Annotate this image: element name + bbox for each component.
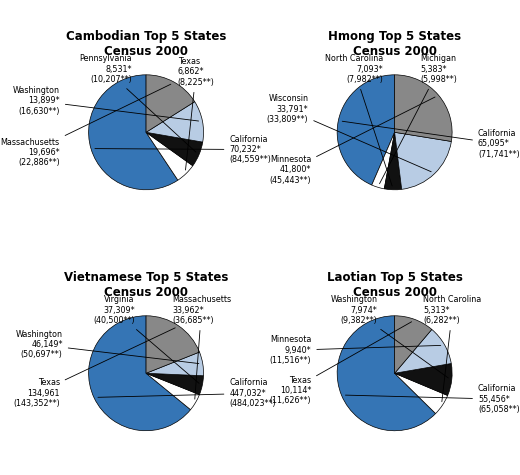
Wedge shape: [372, 133, 395, 189]
Wedge shape: [146, 133, 193, 180]
Text: Massachusetts
19,696*
(22,886**): Massachusetts 19,696* (22,886**): [1, 84, 171, 167]
Title: Laotian Top 5 States
Census 2000: Laotian Top 5 States Census 2000: [327, 271, 463, 299]
Text: Michigan
5,383*
(5,998**): Michigan 5,383* (5,998**): [380, 54, 458, 184]
Wedge shape: [384, 133, 401, 190]
Text: Virginia
37,309*
(40,500**): Virginia 37,309* (40,500**): [93, 295, 199, 383]
Wedge shape: [395, 133, 451, 190]
Text: North Carolina
5,313*
(6,282**): North Carolina 5,313* (6,282**): [423, 295, 482, 402]
Wedge shape: [146, 352, 203, 376]
Wedge shape: [337, 316, 436, 431]
Wedge shape: [146, 373, 203, 395]
Text: Washington
13,899*
(16,630**): Washington 13,899* (16,630**): [13, 86, 199, 121]
Wedge shape: [146, 133, 203, 166]
Title: Hmong Top 5 States
Census 2000: Hmong Top 5 States Census 2000: [328, 30, 461, 58]
Wedge shape: [146, 316, 200, 373]
Wedge shape: [146, 102, 203, 142]
Text: Washington
46,149*
(50,697**): Washington 46,149* (50,697**): [16, 330, 199, 363]
Title: Vietnamese Top 5 States
Census 2000: Vietnamese Top 5 States Census 2000: [64, 271, 228, 299]
Wedge shape: [88, 316, 190, 431]
Wedge shape: [395, 363, 452, 396]
Text: Texas
10,114*
(11,626**): Texas 10,114* (11,626**): [270, 322, 412, 405]
Wedge shape: [337, 75, 395, 185]
Text: Pennsylvania
8,531*
(10,207**): Pennsylvania 8,531* (10,207**): [79, 54, 196, 152]
Text: Washington
7,974*
(9,382**): Washington 7,974* (9,382**): [330, 295, 448, 378]
Text: California
70,232*
(84,559**): California 70,232* (84,559**): [95, 134, 271, 164]
Text: Minnesota
41,800*
(45,443**): Minnesota 41,800* (45,443**): [270, 97, 435, 185]
Wedge shape: [88, 75, 178, 190]
Text: Minnesota
9,940*
(11,516**): Minnesota 9,940* (11,516**): [270, 335, 441, 365]
Wedge shape: [395, 75, 452, 142]
Text: Massachusetts
33,962*
(36,685**): Massachusetts 33,962* (36,685**): [172, 295, 231, 399]
Wedge shape: [395, 316, 432, 373]
Text: California
55,456*
(65,058**): California 55,456* (65,058**): [345, 384, 519, 414]
Title: Cambodian Top 5 States
Census 2000: Cambodian Top 5 States Census 2000: [66, 30, 226, 58]
Wedge shape: [395, 373, 448, 414]
Wedge shape: [395, 330, 451, 373]
Text: North Carolina
7,093*
(7,982**): North Carolina 7,093* (7,982**): [325, 54, 392, 186]
Text: California
447,032*
(484,023**): California 447,032* (484,023**): [98, 379, 276, 408]
Wedge shape: [146, 373, 200, 409]
Text: Wisconsin
33,791*
(33,809**): Wisconsin 33,791* (33,809**): [267, 95, 431, 172]
Text: Texas
134,961
(143,352**): Texas 134,961 (143,352**): [13, 328, 175, 408]
Text: Texas
6,862*
(8,225**): Texas 6,862* (8,225**): [178, 57, 215, 170]
Wedge shape: [146, 75, 194, 133]
Text: California
65,095*
(71,741**): California 65,095* (71,741**): [342, 121, 519, 159]
